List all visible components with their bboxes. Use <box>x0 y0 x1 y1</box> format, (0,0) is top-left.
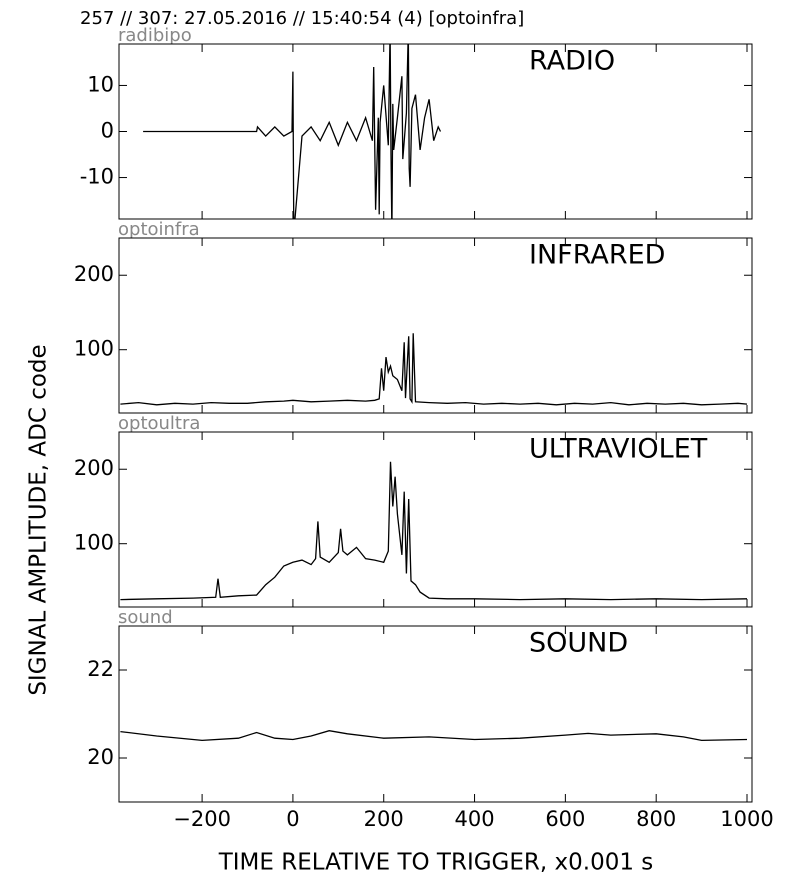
panel-subtitle: optoinfra <box>118 219 200 240</box>
panel-annotation: ULTRAVIOLET <box>529 434 708 465</box>
x-tick-label: 600 <box>545 807 585 831</box>
x-tick-label: 200 <box>364 807 404 831</box>
y-tick-label: 200 <box>74 262 114 286</box>
panel-subtitle: optoultra <box>118 413 200 434</box>
axes-frame <box>118 237 753 414</box>
panel-subtitle: radibipo <box>118 25 192 46</box>
panel-subtitle: sound <box>118 607 173 628</box>
y-tick-label: 20 <box>87 745 114 769</box>
x-tick-label: 1000 <box>720 807 773 831</box>
x-tick-label: −200 <box>173 807 231 831</box>
signal-line <box>120 333 748 406</box>
signal-line <box>143 44 442 219</box>
y-tick-label: 200 <box>74 456 114 480</box>
signal-line <box>120 461 748 601</box>
axes-frame <box>118 431 753 608</box>
y-axis-label: SIGNAL AMPLITUDE, ADC code <box>26 344 52 695</box>
panel-annotation: INFRARED <box>529 240 665 271</box>
x-tick-label: 0 <box>286 807 299 831</box>
panel: optoinfra INFRARED 100 200 <box>74 219 753 414</box>
y-tick-label: 0 <box>101 119 114 143</box>
x-tick-label: 800 <box>636 807 676 831</box>
x-axis-label: TIME RELATIVE TO TRIGGER, x0.001 s <box>218 850 654 876</box>
panel: optoultra ULTRAVIOLET 100 200 <box>74 413 753 608</box>
y-tick-label: -10 <box>80 165 114 189</box>
panel-annotation: SOUND <box>529 628 628 659</box>
x-tick-label: 400 <box>455 807 495 831</box>
y-tick-label: 10 <box>87 72 114 96</box>
y-tick-label: 22 <box>87 657 114 681</box>
y-tick-label: 100 <box>74 531 114 555</box>
figure-title: 257 // 307: 27.05.2016 // 15:40:54 (4) [… <box>80 8 524 29</box>
y-tick-label: 100 <box>74 337 114 361</box>
axes-frame <box>118 43 753 220</box>
panel: sound SOUND 20 22 −200 0 200 400 600 800 1000 <box>87 607 773 831</box>
panel-annotation: RADIO <box>529 46 615 77</box>
panel: radibipo RADIO -10 0 10 <box>80 25 753 220</box>
signal-line <box>120 730 748 742</box>
axes-frame <box>118 625 753 803</box>
